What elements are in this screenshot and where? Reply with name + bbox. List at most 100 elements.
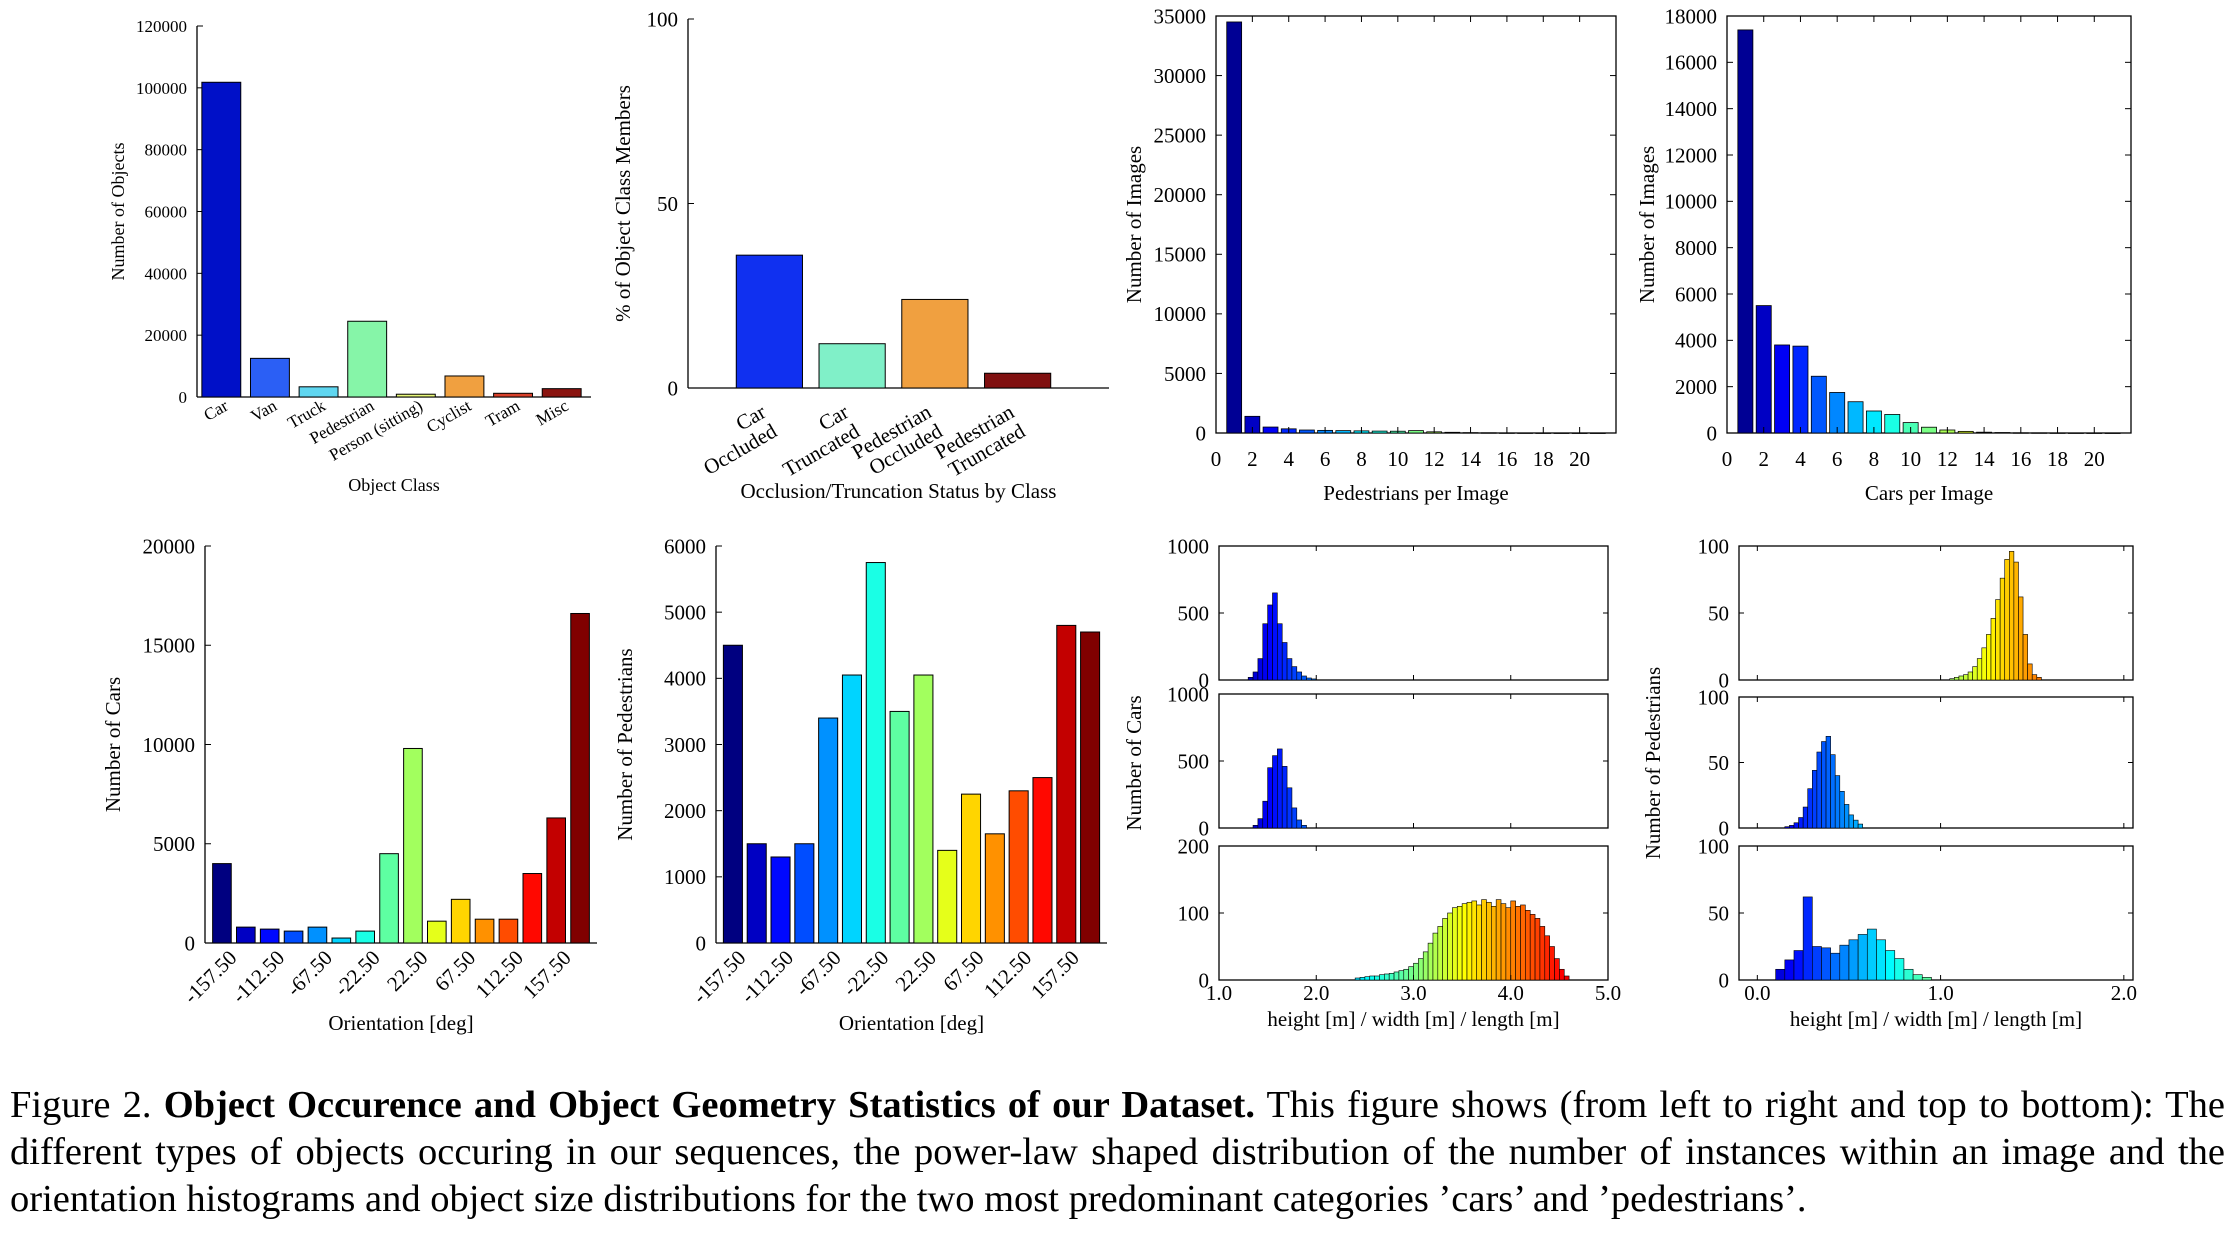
- bar: [1539, 926, 1546, 981]
- bar: [1403, 968, 1409, 981]
- subplot-1: 05001000width [m]: [1167, 682, 1609, 840]
- bar: [1807, 788, 1813, 829]
- x-tick-label: 5.0: [1595, 981, 1621, 1005]
- bar: [2104, 432, 2121, 434]
- bar: [1281, 766, 1288, 829]
- x-tick-label-group: 112.50: [471, 946, 528, 1003]
- bar: [1056, 624, 1077, 944]
- bar: [395, 393, 436, 398]
- caption-title: Object Occurence and Object Geometry Sta…: [163, 1084, 1255, 1126]
- y-axis-label-group: Number of Pedestrians: [613, 648, 637, 840]
- bar: [794, 843, 815, 944]
- y-tick-label: 12000: [1665, 143, 1718, 167]
- bar: [1535, 432, 1552, 434]
- bar: [1257, 658, 1264, 681]
- bar: [379, 853, 399, 944]
- bar: [2009, 551, 2015, 681]
- x-tick-label: 18: [2047, 447, 2068, 471]
- x-tick-label: 2.0: [1303, 981, 1329, 1005]
- x-tick-label-group: Cyclist: [423, 396, 474, 437]
- chart-pedestrian-orientation: 0100020003000400050006000-157.50-112.50-…: [613, 534, 1107, 1035]
- x-tick-label-group: 157.50: [1026, 946, 1084, 1004]
- y-tick-label: 50: [1708, 751, 1729, 775]
- bar: [474, 918, 495, 944]
- bar: [1830, 754, 1836, 829]
- bar: [1793, 822, 1799, 829]
- x-tick-label: 8: [1356, 447, 1367, 471]
- x-tick-label: 2: [1247, 447, 1258, 471]
- bar: [1510, 900, 1516, 981]
- x-tick-label: 0.0: [1744, 981, 1770, 1005]
- bar: [1369, 975, 1375, 981]
- x-tick-label: Cyclist: [423, 396, 474, 437]
- bar: [1301, 675, 1307, 681]
- y-axis-label: Number of Images: [1122, 146, 1146, 303]
- y-tick-label: 100000: [136, 79, 187, 98]
- y-tick-label: 1000: [1167, 534, 1209, 558]
- x-tick-label: 16: [1496, 447, 1517, 471]
- y-tick-label: 3000: [664, 733, 706, 757]
- bar: [1954, 677, 1960, 681]
- y-tick-label: 6000: [1675, 282, 1717, 306]
- bar: [1267, 767, 1273, 829]
- bar: [1296, 671, 1302, 681]
- bar: [1281, 642, 1288, 681]
- chart-pedestrian-dimensions: 050100height [m]050100width [m]050100len…: [1641, 534, 2137, 1031]
- bar: [498, 918, 519, 944]
- bar: [1810, 375, 1827, 434]
- y-axis-label-group: Number of Cars: [101, 677, 125, 812]
- bar: [1921, 426, 1937, 434]
- y-tick-label: 0: [1707, 421, 1718, 445]
- bar: [1839, 791, 1845, 829]
- bar: [2067, 432, 2084, 434]
- y-tick-label: 120000: [136, 17, 187, 36]
- x-tick-label: 1.0: [1927, 981, 1953, 1005]
- bar: [522, 873, 543, 944]
- x-tick-label: 8: [1869, 447, 1880, 471]
- bar: [1398, 970, 1405, 981]
- y-tick-label: 100: [1178, 901, 1210, 925]
- bar: [444, 375, 485, 398]
- bar: [1844, 804, 1850, 829]
- bar: [1885, 950, 1896, 981]
- x-tick-label: 12: [1424, 447, 1445, 471]
- bar: [1976, 658, 1983, 681]
- bar: [2018, 596, 2024, 681]
- y-tick-label: 15000: [1154, 243, 1207, 267]
- bar: [1525, 910, 1531, 981]
- y-tick-label: 1000: [664, 865, 706, 889]
- bar: [1374, 975, 1380, 981]
- x-tick-label: -67.50: [282, 946, 337, 1001]
- bar: [249, 357, 290, 398]
- x-tick-label-group: 112.50: [979, 946, 1036, 1003]
- bar: [1789, 825, 1795, 829]
- y-tick-label: 100: [1698, 834, 1730, 858]
- y-tick-label: 100: [1698, 685, 1730, 709]
- bar: [1544, 935, 1550, 981]
- bar: [1981, 647, 1987, 681]
- x-axis-label: Orientation [deg]: [839, 1011, 984, 1035]
- bar: [1839, 944, 1850, 981]
- bar: [1364, 976, 1371, 981]
- bar: [1388, 972, 1395, 981]
- x-tick-label: Misc: [533, 396, 572, 430]
- x-tick-label: 10: [1900, 447, 1921, 471]
- x-axis-label: Object Class: [348, 475, 440, 495]
- y-axis-label-group: % of Object Class Members: [611, 85, 635, 322]
- y-tick-label: 15000: [143, 634, 196, 658]
- y-tick-label: 200: [1178, 834, 1210, 858]
- bar: [913, 674, 934, 944]
- y-tick-label: 25000: [1154, 123, 1207, 147]
- bar: [1963, 674, 1969, 681]
- y-tick-label: 0: [1719, 968, 1730, 992]
- bar: [2013, 561, 2019, 681]
- y-tick-label: 0: [1719, 668, 1730, 692]
- x-tick-label: Tram: [482, 396, 523, 431]
- y-axis-label: Number of Pedestrians: [1641, 667, 1665, 859]
- bar: [1277, 623, 1283, 681]
- bar: [746, 843, 767, 944]
- bar: [1461, 903, 1468, 981]
- subplot-1: 050100width [m]: [1698, 685, 2134, 840]
